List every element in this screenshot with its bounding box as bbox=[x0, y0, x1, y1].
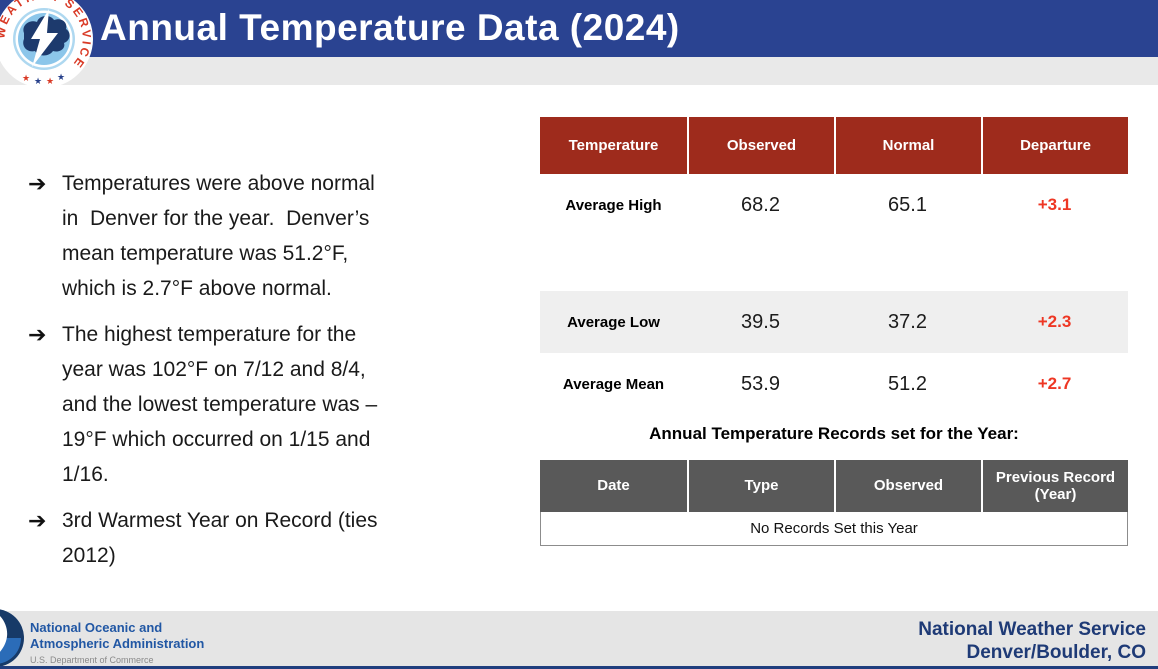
noaa-line2: Atmospheric Administration bbox=[30, 636, 205, 651]
table-cell-observed: 53.9 bbox=[687, 353, 834, 415]
table-row-label: Average High bbox=[540, 174, 687, 236]
table-cell-departure: +3.1 bbox=[981, 174, 1128, 236]
bullet-item: ➔ The highest temperature for the year w… bbox=[28, 317, 428, 492]
footer-bar: National Oceanic and Atmospheric Adminis… bbox=[0, 609, 1158, 667]
records-empty-row: No Records Set this Year bbox=[540, 512, 1128, 546]
bullet-item: ➔ 3rd Warmest Year on Record (ties 2012) bbox=[28, 503, 428, 573]
bullet-item: ➔ Temperatures were above normal in Denv… bbox=[28, 166, 428, 306]
table-cell-departure: +2.7 bbox=[981, 353, 1128, 415]
noaa-text-block: National Oceanic and Atmospheric Adminis… bbox=[30, 620, 204, 665]
temperature-table-header: Observed bbox=[687, 117, 834, 174]
temperature-table-header: Departure bbox=[981, 117, 1128, 174]
office-line2: Denver/Boulder, CO bbox=[966, 642, 1147, 663]
noaa-line3: U.S. Department of Commerce bbox=[30, 655, 154, 665]
bullet-text: Temperatures were above normal in Denver… bbox=[62, 172, 381, 300]
records-table: Date Type Observed Previous Record (Year… bbox=[540, 460, 1128, 546]
noaa-line1: National Oceanic and bbox=[30, 620, 163, 635]
svg-text:★: ★ bbox=[57, 72, 65, 82]
noaa-logo-icon bbox=[0, 609, 24, 667]
arrow-bullet-icon: ➔ bbox=[28, 322, 47, 347]
table-row-label: Average Mean bbox=[540, 353, 687, 415]
header-gray-strip bbox=[0, 57, 1158, 85]
records-table-header: Previous Record (Year) bbox=[981, 460, 1128, 512]
bottom-navy-bar bbox=[0, 666, 1158, 669]
temperature-table-header: Normal bbox=[834, 117, 981, 174]
bullet-text: 3rd Warmest Year on Record (ties 2012) bbox=[62, 509, 384, 567]
records-table-header: Type bbox=[687, 460, 834, 512]
table-cell-observed: 68.2 bbox=[687, 174, 834, 236]
arrow-bullet-icon: ➔ bbox=[28, 508, 47, 533]
svg-text:★: ★ bbox=[22, 73, 30, 83]
table-cell-normal: 37.2 bbox=[834, 291, 981, 353]
table-cell-departure: +2.3 bbox=[981, 291, 1128, 353]
header-bar bbox=[0, 0, 1158, 57]
temperature-table: Temperature Observed Normal Departure Av… bbox=[540, 117, 1128, 236]
bullet-list: ➔ Temperatures were above normal in Denv… bbox=[28, 166, 428, 573]
records-table-title: Annual Temperature Records set for the Y… bbox=[649, 424, 1019, 443]
arrow-bullet-icon: ➔ bbox=[28, 171, 47, 196]
svg-text:★: ★ bbox=[34, 76, 42, 86]
table-row-label: Average Low bbox=[540, 291, 687, 353]
temperature-table-row-alt: Average Low 39.5 37.2 +2.3 bbox=[540, 291, 1128, 353]
temperature-table-header: Temperature bbox=[540, 117, 687, 174]
temperature-table-row: Average Mean 53.9 51.2 +2.7 bbox=[540, 353, 1128, 415]
records-table-header: Observed bbox=[834, 460, 981, 512]
table-cell-normal: 51.2 bbox=[834, 353, 981, 415]
page-title: Annual Temperature Data (2024) bbox=[100, 7, 680, 48]
nws-logo-icon: WEATHER SERVICE ★ ★ ★ ★ bbox=[0, 0, 93, 88]
svg-text:★: ★ bbox=[46, 76, 54, 86]
table-cell-observed: 39.5 bbox=[687, 291, 834, 353]
records-table-header: Date bbox=[540, 460, 687, 512]
bullet-text: The highest temperature for the year was… bbox=[62, 323, 378, 486]
office-line1: National Weather Service bbox=[918, 619, 1146, 640]
nws-office-block: National Weather Service Denver/Boulder,… bbox=[918, 618, 1146, 664]
table-cell-normal: 65.1 bbox=[834, 174, 981, 236]
